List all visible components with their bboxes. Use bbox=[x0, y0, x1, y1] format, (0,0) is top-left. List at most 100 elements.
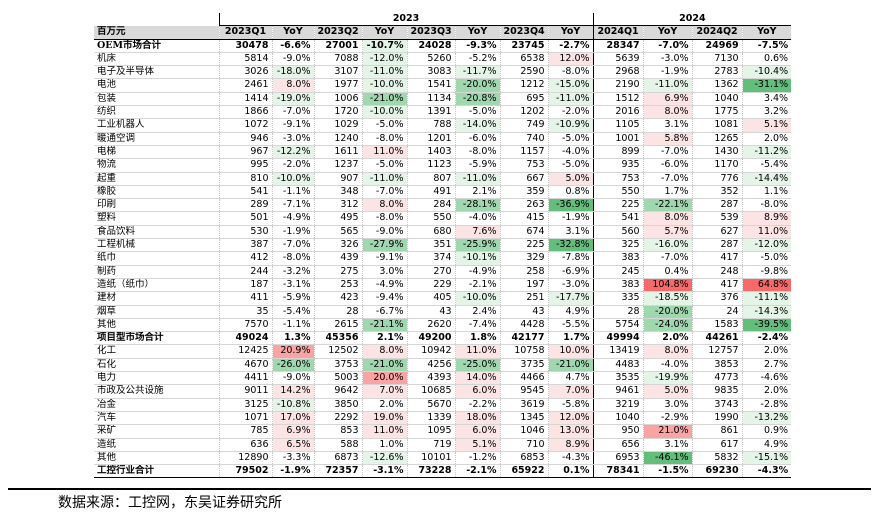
value-cell: 539 bbox=[691, 211, 743, 226]
value-cell: 853 bbox=[313, 424, 362, 439]
yoy-cell: -2.1% bbox=[454, 464, 500, 479]
value-cell: 1201 bbox=[406, 132, 455, 146]
value-cell: 1040 bbox=[592, 411, 644, 426]
value-cell: 10101 bbox=[406, 451, 455, 466]
column-header: 2024Q1 bbox=[592, 25, 644, 40]
value-cell: 225 bbox=[499, 238, 548, 253]
row-label: 石化 bbox=[94, 358, 219, 373]
table-row: 食品饮料 530 -1.9% 565 -9.0% 680 7.6% 674 3.1% 560 5.7… bbox=[94, 225, 792, 240]
yoy-cell: -19.9% bbox=[642, 371, 693, 386]
value-cell: 3753 bbox=[313, 358, 362, 373]
value-cell: 530 bbox=[218, 225, 272, 240]
value-cell: 352 bbox=[691, 185, 743, 200]
yoy-cell: -6.9% bbox=[547, 265, 594, 279]
table-row: 暖通空调 946 -3.0% 1240 -8.0% 1201 -6.0% 740 -5.0% 10… bbox=[94, 132, 792, 146]
value-cell: 2620 bbox=[406, 318, 455, 333]
yoy-cell: -9.0% bbox=[271, 371, 314, 386]
value-cell: 287 bbox=[691, 238, 743, 253]
yoy-cell: 5.0% bbox=[642, 384, 693, 399]
yoy-cell: -2.1% bbox=[454, 278, 500, 293]
yoy-cell: -1.9% bbox=[547, 211, 594, 226]
yoy-cell: 20.9% bbox=[271, 344, 314, 359]
yoy-cell: -21.0% bbox=[547, 358, 594, 373]
value-cell: 541 bbox=[218, 185, 272, 200]
yoy-cell: -11.7% bbox=[454, 65, 500, 80]
value-cell: 359 bbox=[499, 185, 548, 200]
column-header: 2023Q3 bbox=[406, 25, 455, 40]
value-cell: 69230 bbox=[691, 464, 743, 479]
source-note: 数据来源：工控网，东吴证券研究所 bbox=[58, 495, 282, 511]
value-cell: 810 bbox=[218, 172, 272, 186]
row-label: 采矿 bbox=[94, 424, 219, 439]
yoy-cell: 3.2% bbox=[741, 105, 792, 120]
row-label: 包装 bbox=[94, 92, 219, 107]
value-cell: 42177 bbox=[499, 331, 548, 346]
value-cell: 5814 bbox=[218, 52, 272, 67]
yoy-cell: 3.1% bbox=[547, 225, 594, 240]
row-label: 冶金 bbox=[94, 398, 219, 412]
yoy-cell: -18.0% bbox=[271, 65, 314, 80]
value-cell: 710 bbox=[499, 438, 548, 452]
value-cell: 1123 bbox=[406, 158, 455, 173]
yoy-cell: -5.0% bbox=[361, 118, 407, 133]
yoy-cell: -27.9% bbox=[361, 238, 407, 253]
row-label: 纸巾 bbox=[94, 251, 219, 266]
yoy-cell: -4.3% bbox=[741, 464, 792, 479]
yoy-cell: 6.9% bbox=[642, 92, 693, 107]
value-cell: 1345 bbox=[499, 411, 548, 426]
yoy-cell: -3.0% bbox=[547, 278, 594, 293]
yoy-cell: -1.2% bbox=[454, 451, 500, 466]
yoy-cell: -11.2% bbox=[741, 145, 792, 160]
value-cell: 49200 bbox=[406, 331, 455, 346]
value-cell: 1362 bbox=[691, 78, 743, 93]
yoy-cell: 18.0% bbox=[454, 411, 500, 426]
yoy-cell: 7.0% bbox=[361, 384, 407, 399]
column-header: 百万元 bbox=[94, 25, 219, 40]
value-cell: 1403 bbox=[406, 145, 455, 160]
value-cell: 2461 bbox=[218, 78, 272, 93]
table-row: 烟草 35 -5.4% 28 -6.7% 43 2.4% 43 4.9% 28 -20.0% 24 -1… bbox=[94, 305, 792, 319]
row-label: 烟草 bbox=[94, 305, 219, 319]
row-label: 电力 bbox=[94, 371, 219, 386]
value-cell: 907 bbox=[313, 172, 362, 186]
yoy-cell: -7.0% bbox=[271, 105, 314, 120]
yoy-cell: -2.8% bbox=[741, 398, 792, 412]
value-cell: 4466 bbox=[499, 371, 548, 386]
value-cell: 636 bbox=[218, 438, 272, 452]
value-cell: 785 bbox=[218, 424, 272, 439]
yoy-cell: -32.8% bbox=[547, 238, 594, 253]
yoy-cell: -16.0% bbox=[642, 238, 693, 253]
yoy-cell: 6.9% bbox=[271, 424, 314, 439]
value-cell: 4256 bbox=[406, 358, 455, 373]
yoy-cell: 2.0% bbox=[741, 132, 792, 146]
value-cell: 439 bbox=[313, 251, 362, 266]
value-cell: 1339 bbox=[406, 411, 455, 426]
table-row: 冶金 3125 -10.8% 3850 2.0% 5670 -2.2% 3619 -5.8% 32… bbox=[94, 398, 792, 412]
yoy-cell: -8.0% bbox=[271, 251, 314, 266]
yoy-cell: -3.2% bbox=[271, 265, 314, 279]
value-cell: 7570 bbox=[218, 318, 272, 333]
row-label: 建材 bbox=[94, 291, 219, 306]
table-row: 石化 4670 -26.0% 3753 -21.0% 4256 -25.0% 3735 -21.… bbox=[94, 358, 792, 373]
value-cell: 335 bbox=[592, 291, 644, 306]
yoy-cell: -15.0% bbox=[547, 78, 594, 93]
yoy-cell: -31.1% bbox=[741, 78, 792, 93]
yoy-cell: 14.2% bbox=[271, 384, 314, 399]
table-row: 电梯 967 -12.2% 1611 11.0% 1403 -8.0% 1157 -4.0% 89… bbox=[94, 145, 792, 160]
row-label: 制药 bbox=[94, 265, 219, 279]
yoy-cell: 0.4% bbox=[642, 265, 693, 279]
value-cell: 1006 bbox=[313, 92, 362, 107]
yoy-cell: -2.4% bbox=[741, 331, 792, 346]
value-cell: 5639 bbox=[592, 52, 644, 67]
yoy-cell: 1.8% bbox=[454, 331, 500, 346]
yoy-cell: -3.0% bbox=[271, 132, 314, 146]
yoy-cell: 5.1% bbox=[454, 438, 500, 452]
yoy-cell: 64.8% bbox=[741, 278, 792, 293]
yoy-cell: -46.1% bbox=[642, 451, 693, 466]
yoy-cell: -9.1% bbox=[271, 118, 314, 133]
value-cell: 501 bbox=[218, 211, 272, 226]
yoy-cell: 104.8% bbox=[642, 278, 693, 293]
yoy-cell: -14.3% bbox=[741, 305, 792, 319]
value-cell: 6853 bbox=[499, 451, 548, 466]
value-cell: 415 bbox=[499, 211, 548, 226]
